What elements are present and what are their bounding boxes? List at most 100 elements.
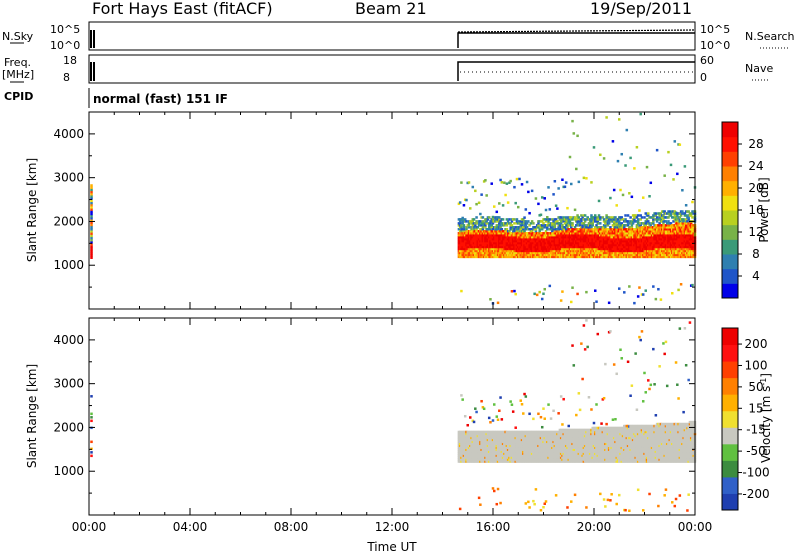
power-cell [606, 237, 610, 241]
velocity-cell [500, 458, 504, 461]
power-cell [575, 220, 578, 223]
power-cell [636, 235, 640, 239]
power-cell [595, 249, 598, 253]
power-cell [676, 253, 679, 257]
velocity-cell [528, 506, 531, 509]
power-cell [578, 222, 582, 225]
power-cell [493, 247, 496, 251]
power-cell [672, 235, 675, 239]
power-cell [490, 237, 493, 241]
power-cell [578, 241, 582, 245]
velocity-cell [498, 458, 501, 461]
power-cell [602, 224, 606, 227]
power-cell [665, 247, 669, 251]
velocity-cell [469, 454, 472, 457]
power-cell [633, 251, 636, 255]
velocity-cell [533, 446, 536, 449]
power-cell [570, 255, 573, 259]
velocity-cell [491, 452, 495, 455]
velocity-cell [489, 460, 492, 463]
power-cell [635, 239, 639, 243]
power-cell [665, 231, 669, 235]
power-cell [643, 237, 646, 241]
velocity-cell [544, 450, 548, 453]
power-cell [640, 249, 644, 253]
power-cell [557, 224, 560, 227]
velocity-cell [520, 448, 524, 451]
power-cell [484, 239, 487, 243]
power-cell [564, 241, 568, 245]
power-cell [609, 231, 612, 235]
power-cell [466, 237, 469, 241]
power-cell [691, 243, 694, 247]
power-cell [655, 251, 659, 255]
velocity-cell [482, 442, 486, 446]
velocity-cell [516, 454, 520, 457]
power-cell [623, 245, 626, 249]
power-cell [516, 235, 520, 239]
power-cell [677, 251, 680, 255]
power-cell [682, 247, 685, 251]
velocity-cell [505, 446, 509, 449]
velocity-cell [458, 432, 462, 436]
power-cell [667, 228, 670, 231]
velocity-cell [515, 446, 519, 449]
power-cell [493, 226, 496, 229]
power-cell [500, 247, 504, 251]
velocity-cell [466, 452, 469, 455]
power-cell [674, 249, 678, 253]
power-cell [597, 241, 601, 245]
power-cell [530, 239, 534, 243]
velocity-cell [527, 452, 530, 455]
power-cell [563, 243, 567, 247]
velocity-cell [476, 460, 480, 463]
power-cell [597, 249, 601, 253]
power-cell [597, 253, 601, 257]
power-colorbar-swatch [722, 180, 738, 196]
velocity-cell [462, 442, 466, 446]
velocity-cell [499, 456, 502, 459]
power-cell [477, 233, 481, 237]
power-cell [476, 222, 480, 225]
velocity-cell [538, 446, 541, 449]
power-cell [90, 245, 93, 249]
velocity-cell [460, 442, 463, 446]
power-cell [644, 229, 647, 233]
power-cell [467, 251, 471, 255]
velocity-cell [479, 456, 482, 459]
velocity-cell [538, 458, 541, 461]
velocity-cell [476, 442, 480, 446]
velocity-cell [553, 432, 557, 436]
velocity-cell [528, 448, 531, 451]
power-cell [460, 241, 463, 245]
power-cell [501, 235, 505, 239]
power-cell [546, 218, 549, 221]
velocity-cell [524, 432, 528, 436]
power-cell [515, 237, 519, 241]
power-cell [530, 231, 534, 235]
power-cell [499, 229, 502, 233]
power-cell [498, 216, 501, 219]
velocity-cell [487, 448, 491, 451]
power-cell [638, 247, 641, 251]
velocity-cell [554, 444, 558, 448]
velocity-cell [466, 450, 469, 453]
power-cell [548, 233, 552, 237]
power-cell [494, 218, 497, 221]
power-cell [609, 247, 612, 251]
power-cell [462, 253, 466, 257]
power-cell [532, 249, 535, 253]
power-colorbar-swatch [722, 122, 738, 138]
velocity-cell [477, 444, 481, 448]
power-cell [658, 226, 661, 229]
velocity-cell [489, 420, 492, 424]
velocity-cell [514, 456, 517, 459]
velocity-cell [528, 444, 531, 448]
power-cell [460, 245, 463, 249]
power-cell [660, 229, 664, 233]
velocity-cell [554, 460, 558, 463]
power-cell [592, 229, 596, 233]
power-cell [686, 233, 689, 237]
power-cell [655, 253, 659, 257]
power-cell [686, 251, 689, 255]
